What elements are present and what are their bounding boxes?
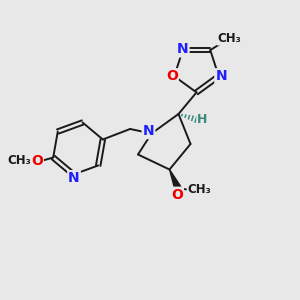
Text: N: N xyxy=(177,43,189,56)
Text: H: H xyxy=(197,113,208,126)
Text: O: O xyxy=(31,154,43,168)
Text: CH₃: CH₃ xyxy=(8,154,32,167)
Text: O: O xyxy=(171,188,183,202)
Text: N: N xyxy=(68,171,80,185)
Text: CH₃: CH₃ xyxy=(188,183,212,196)
Text: N: N xyxy=(143,124,154,138)
Text: O: O xyxy=(166,69,178,83)
Text: CH₃: CH₃ xyxy=(218,32,241,45)
Text: N: N xyxy=(215,69,227,83)
Polygon shape xyxy=(169,169,181,190)
